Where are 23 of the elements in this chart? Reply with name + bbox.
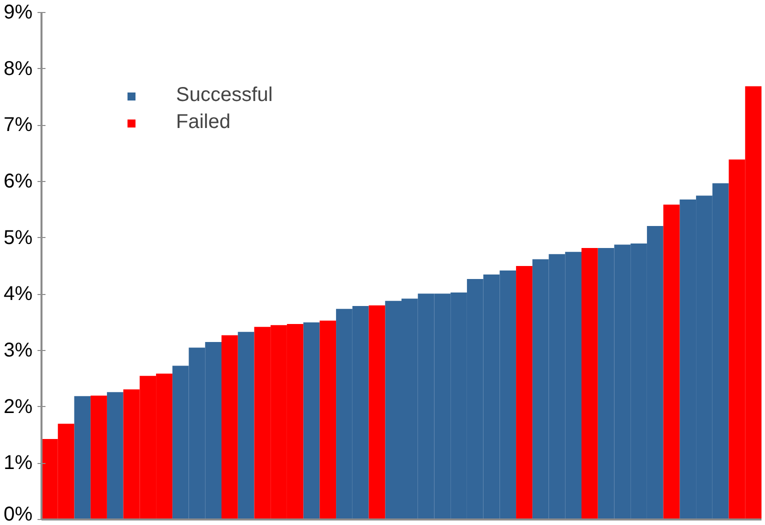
y-tick-label: 7%: [4, 114, 33, 136]
y-tick-label: 2%: [4, 396, 33, 418]
y-tick-label: 5%: [4, 226, 33, 249]
bar: [303, 322, 320, 520]
bar: [516, 266, 532, 520]
bar: [320, 320, 336, 520]
y-tick-label: 6%: [4, 170, 33, 192]
y-tick-label: 8%: [4, 58, 33, 80]
legend-label: Failed: [176, 111, 230, 134]
y-tick-label: 0%: [4, 504, 33, 525]
bar: [106, 392, 124, 520]
bar: [663, 204, 680, 520]
y-tick-label: 4%: [4, 283, 33, 306]
bar: [238, 332, 254, 520]
bar: [74, 396, 91, 520]
legend-label: Successful: [176, 84, 273, 107]
bar: [222, 335, 238, 520]
bar: [368, 305, 386, 520]
y-tick-label: 1%: [4, 452, 33, 474]
y-tick-label: 9%: [4, 2, 33, 24]
y-tick-label: 3%: [4, 340, 33, 362]
bar: [582, 248, 598, 520]
bar: [90, 396, 107, 520]
